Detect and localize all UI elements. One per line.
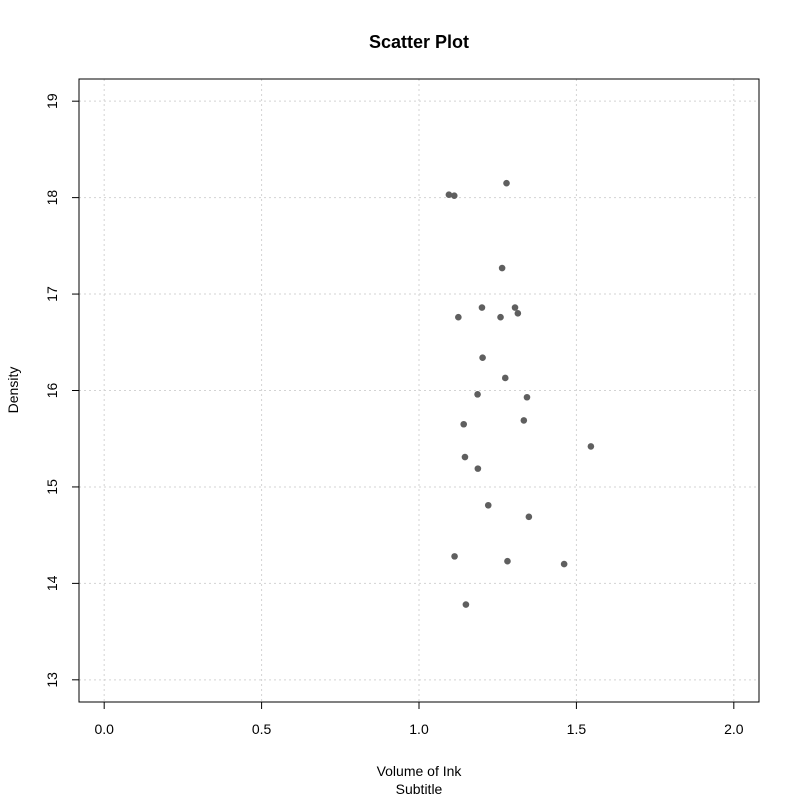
x-axis: 0.0 0.5 1.0 1.5 2.0 [94,702,744,737]
x-tick-label: 1.0 [409,721,429,737]
data-point [503,179,510,187]
data-point [462,601,470,608]
y-tick-label: 15 [44,479,60,495]
y-tick-label: 13 [44,672,60,688]
x-axis-label: Volume of Ink [377,763,463,779]
data-point [497,313,504,321]
data-point [460,420,468,428]
data-point [479,354,486,362]
data-point [501,374,509,382]
data-point [451,553,458,560]
chart-subtitle: Subtitle [396,781,443,797]
data-point [455,313,462,321]
data-point [450,192,458,199]
grid [79,79,759,702]
y-tick-label: 16 [44,383,60,399]
data-point [525,513,533,521]
y-axis-label: Density [5,367,21,414]
chart-title: Scatter Plot [369,32,469,52]
data-point [504,557,511,565]
data-point [445,191,453,199]
data-point [474,391,481,398]
data-point [523,393,531,401]
data-point [560,560,568,568]
data-point [498,264,506,272]
y-tick-label: 17 [44,286,60,302]
data-point [587,443,595,450]
data-points [445,179,595,608]
x-tick-label: 1.5 [567,721,587,737]
data-point [461,453,469,461]
data-point [484,501,492,509]
data-point [514,310,522,317]
y-tick-label: 18 [44,190,60,206]
data-point [511,304,519,311]
data-point [520,417,528,424]
data-point [478,304,486,311]
x-tick-label: 0.5 [252,721,272,737]
y-axis: 13 14 15 16 17 18 19 [44,93,79,688]
y-tick-label: 19 [44,93,60,109]
x-tick-label: 2.0 [724,721,744,737]
x-tick-label: 0.0 [94,721,114,737]
y-tick-label: 14 [44,575,60,591]
data-point [474,465,482,472]
